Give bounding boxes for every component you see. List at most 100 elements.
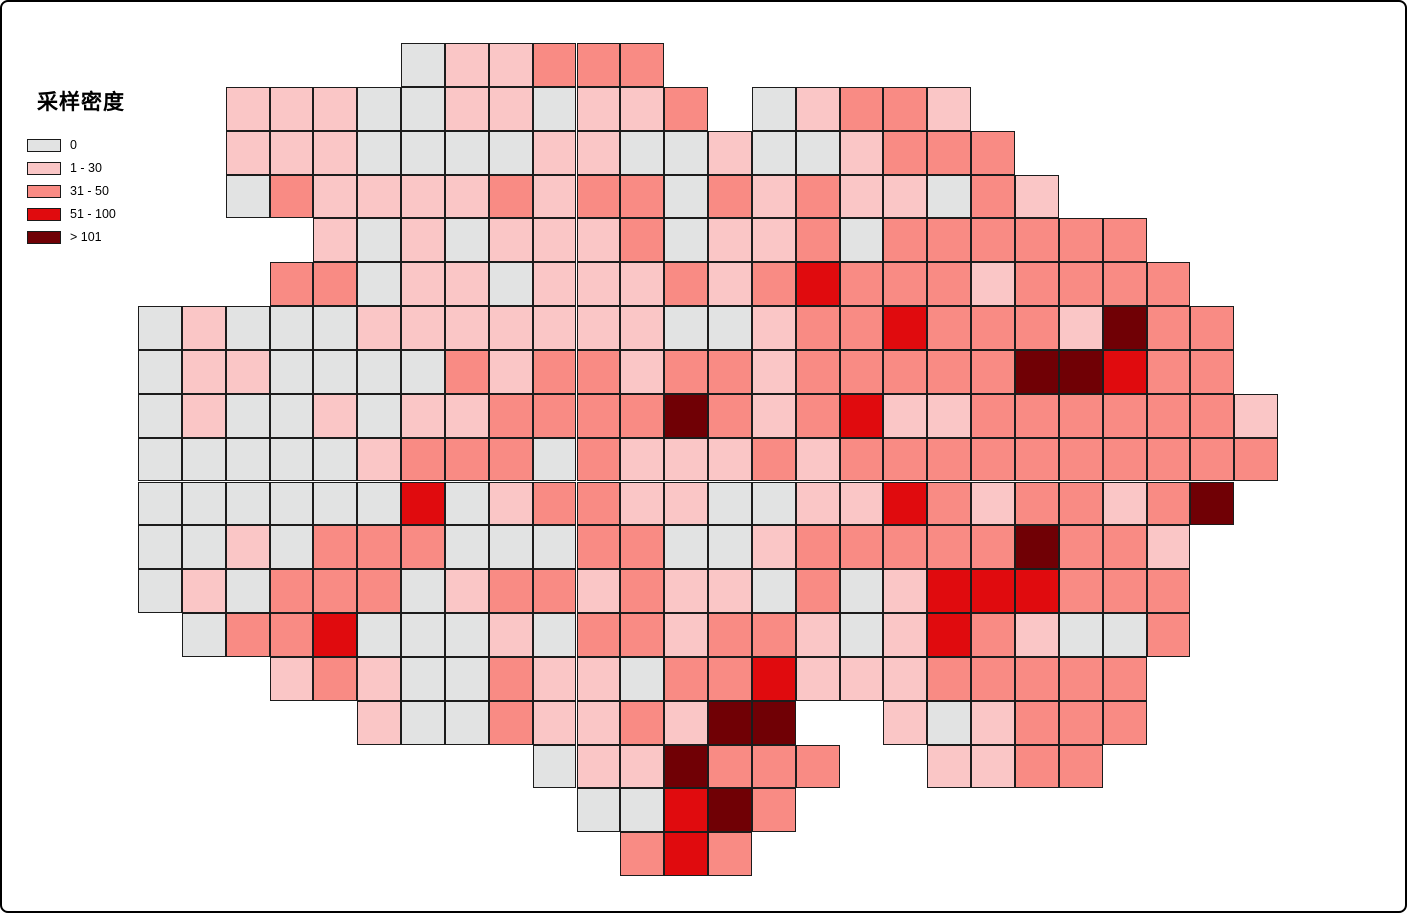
grid-cell bbox=[1058, 306, 1103, 350]
grid-cell bbox=[357, 306, 402, 350]
grid-cell bbox=[532, 481, 577, 526]
grid-cell bbox=[444, 174, 489, 219]
grid-cell bbox=[488, 613, 533, 657]
grid-cell bbox=[532, 218, 577, 263]
grid-cell bbox=[883, 481, 928, 526]
grid-cell bbox=[927, 262, 972, 307]
grid-cell bbox=[1102, 306, 1147, 350]
grid-cell bbox=[1146, 525, 1191, 570]
grid-cell bbox=[839, 437, 884, 482]
grid-cell bbox=[1146, 613, 1191, 657]
grid-cell bbox=[839, 569, 884, 614]
grid-cell bbox=[1102, 437, 1147, 482]
grid-cell bbox=[620, 393, 665, 438]
grid-cell bbox=[971, 569, 1015, 614]
grid-cell bbox=[620, 130, 665, 175]
grid-cell bbox=[620, 656, 665, 701]
grid-cell bbox=[751, 393, 796, 438]
grid-cell bbox=[357, 656, 402, 701]
grid-cell bbox=[708, 525, 752, 570]
grid-cell bbox=[269, 130, 314, 175]
grid-cell bbox=[1234, 393, 1279, 438]
grid-cell bbox=[664, 349, 709, 394]
grid-cell bbox=[883, 306, 928, 350]
grid-cell bbox=[664, 262, 709, 307]
grid-cell bbox=[883, 613, 928, 657]
grid-cell bbox=[1102, 569, 1147, 614]
legend-item: 51 - 100 bbox=[27, 207, 125, 221]
grid-cell bbox=[795, 349, 840, 394]
grid-cell bbox=[576, 174, 621, 219]
grid-cell bbox=[795, 656, 840, 701]
legend-item: 31 - 50 bbox=[27, 184, 125, 198]
legend-swatch bbox=[27, 184, 61, 198]
grid-cell bbox=[927, 174, 972, 219]
grid-cell bbox=[313, 306, 358, 350]
grid-cell bbox=[313, 437, 358, 482]
grid-cell bbox=[1146, 306, 1191, 350]
grid-cell bbox=[620, 832, 665, 877]
grid-cell bbox=[1058, 262, 1103, 307]
grid-cell bbox=[883, 86, 928, 131]
grid-cell bbox=[1015, 218, 1059, 263]
grid-cell bbox=[488, 130, 533, 175]
grid-cell bbox=[1102, 262, 1147, 307]
grid-cell bbox=[620, 262, 665, 307]
grid-cell bbox=[488, 437, 533, 482]
grid-cell bbox=[620, 613, 665, 657]
grid-cell bbox=[269, 86, 314, 131]
grid-cell bbox=[313, 525, 358, 570]
grid-cell bbox=[576, 481, 621, 526]
grid-cell bbox=[401, 43, 445, 87]
grid-cell bbox=[1102, 700, 1147, 745]
grid-cell bbox=[1015, 656, 1059, 701]
grid-cell bbox=[751, 86, 796, 131]
grid-cell bbox=[401, 569, 445, 614]
grid-cell bbox=[620, 788, 665, 833]
heatmap bbox=[138, 43, 1279, 877]
grid-cell bbox=[269, 174, 314, 219]
grid-cell bbox=[401, 349, 445, 394]
grid-cell bbox=[708, 437, 752, 482]
grid-cell bbox=[708, 613, 752, 657]
grid-cell bbox=[1015, 613, 1059, 657]
grid-cell bbox=[401, 437, 445, 482]
grid-cell bbox=[225, 393, 270, 438]
grid-cell bbox=[444, 130, 489, 175]
grid-cell bbox=[708, 262, 752, 307]
grid-cell bbox=[488, 349, 533, 394]
grid-cell bbox=[444, 218, 489, 263]
legend-items: 0 1 - 30 31 - 50 51 - 100 > 101 bbox=[27, 138, 125, 244]
grid-cell bbox=[488, 569, 533, 614]
grid-cell bbox=[971, 744, 1015, 789]
grid-cell bbox=[664, 613, 709, 657]
grid-cell bbox=[971, 393, 1015, 438]
grid-cell bbox=[1015, 525, 1059, 570]
grid-cell bbox=[225, 569, 270, 614]
grid-cell bbox=[795, 437, 840, 482]
grid-cell bbox=[357, 481, 402, 526]
legend-label: 0 bbox=[70, 138, 77, 152]
grid-cell bbox=[181, 306, 226, 350]
grid-cell bbox=[883, 656, 928, 701]
grid-cell bbox=[708, 174, 752, 219]
grid-cell bbox=[927, 86, 972, 131]
grid-cell bbox=[620, 569, 665, 614]
grid-cell bbox=[883, 130, 928, 175]
grid-cell bbox=[1015, 306, 1059, 350]
grid-cell bbox=[751, 788, 796, 833]
grid-cell bbox=[620, 481, 665, 526]
grid-cell bbox=[1058, 525, 1103, 570]
grid-cell bbox=[1015, 744, 1059, 789]
grid-cell bbox=[576, 700, 621, 745]
grid-cell bbox=[576, 262, 621, 307]
grid-cell bbox=[576, 218, 621, 263]
grid-cell bbox=[839, 306, 884, 350]
grid-cell bbox=[1102, 218, 1147, 263]
grid-cell bbox=[664, 744, 709, 789]
grid-cell bbox=[138, 349, 182, 394]
grid-cell bbox=[225, 306, 270, 350]
grid-cell bbox=[1015, 393, 1059, 438]
grid-cell bbox=[488, 656, 533, 701]
grid-cell bbox=[181, 525, 226, 570]
